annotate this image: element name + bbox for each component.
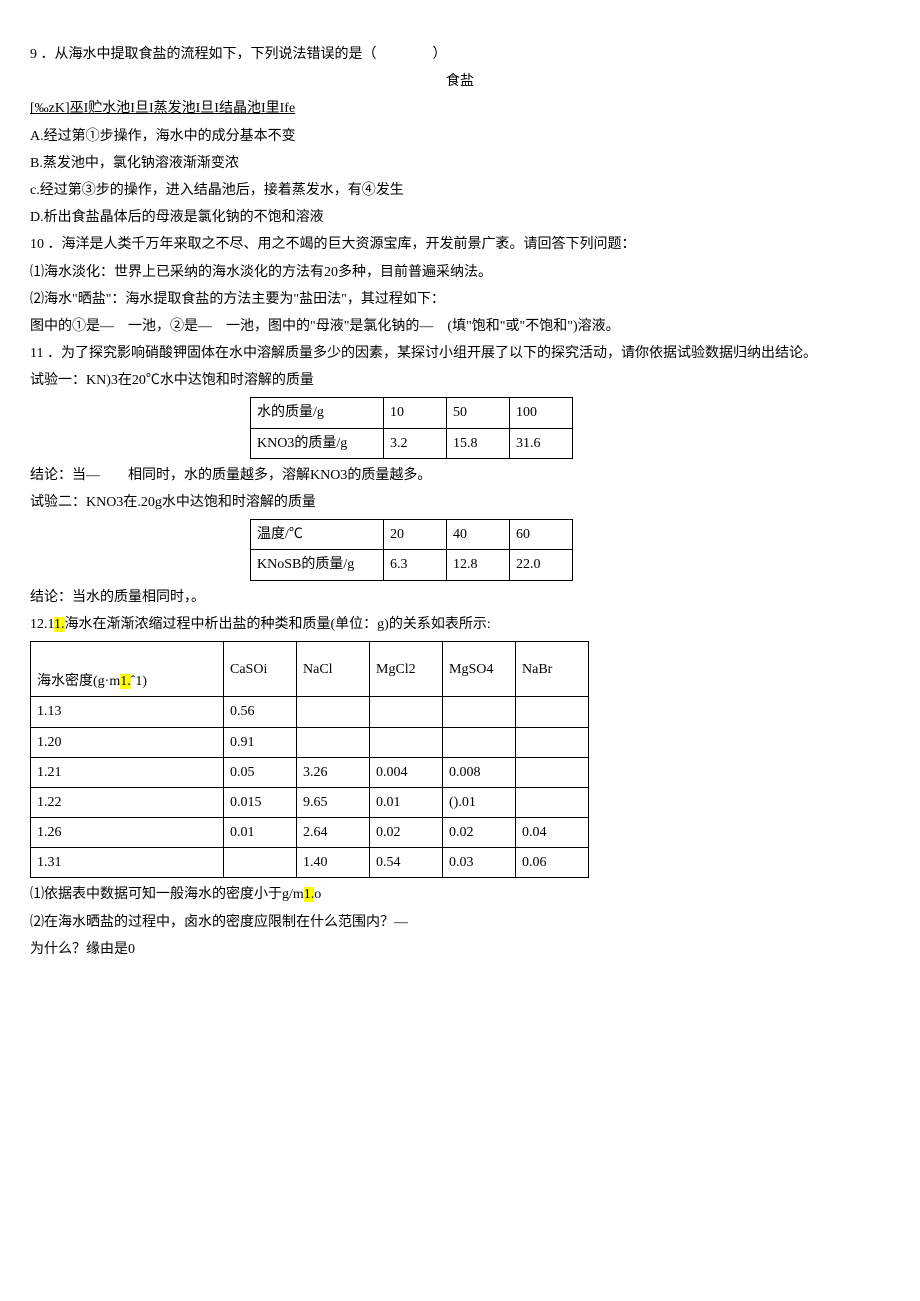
- th-mgcl2: MgCl2: [370, 641, 443, 696]
- cell: 0.91: [224, 727, 297, 757]
- th-density: 海水密度(g·m1.ˆ1): [31, 641, 224, 696]
- table-header-row: 海水密度(g·m1.ˆ1) CaSOi NaCl MgCl2 MgSO4 NaB…: [31, 641, 589, 696]
- cell: 1.21: [31, 757, 224, 787]
- t2-r2c3: 22.0: [510, 550, 573, 580]
- t2-r1c3: 60: [510, 520, 573, 550]
- q9-optA: A.经过第①步操作，海水中的成分基本不变: [30, 124, 890, 149]
- q9-flow: [‰zK]巫I贮水池I旦I蒸发池I旦I结晶池I里Ife: [30, 96, 890, 121]
- cell: 0.02: [370, 818, 443, 848]
- q11-t2-title: 试验二：KNO3在.20g水中达饱和时溶解的质量: [30, 490, 890, 515]
- cell: [443, 697, 516, 727]
- q9-stem: 9 ．从海水中提取食盐的流程如下，下列说法错误的是（ ）: [30, 42, 890, 67]
- q9-flow-text: [‰zK]巫I贮水池I旦I蒸发池I旦I结晶池I里Ife: [30, 101, 295, 116]
- cell: 0.06: [516, 848, 589, 878]
- q11-c1: 结论：当— 相同时，水的质量越多，溶解KNO3的质量越多。: [30, 463, 890, 488]
- q10-p3: 图中的①是— 一池，②是— 一池，图中的"母液"是氯化钠的— (填"饱和"或"不…: [30, 314, 890, 339]
- t2-r1c0: 温度/℃: [251, 520, 384, 550]
- cell: 0.01: [224, 818, 297, 848]
- cell: [370, 697, 443, 727]
- q11-table2: 温度/℃ 20 40 60 KNoSB的质量/g 6.3 12.8 22.0: [250, 519, 573, 580]
- cell: 0.03: [443, 848, 516, 878]
- t1-r1c1: 10: [384, 398, 447, 428]
- t1-r2c2: 15.8: [447, 428, 510, 458]
- table-row: 1.26 0.01 2.64 0.02 0.02 0.04: [31, 818, 589, 848]
- table-row: 1.22 0.015 9.65 0.01 ().01: [31, 787, 589, 817]
- q10-p2: ⑵海水"晒盐"：海水提取食盐的方法主要为"盐田法"，其过程如下：: [30, 287, 890, 312]
- cell: [224, 848, 297, 878]
- q12-stem-line: 12.11.海水在渐渐浓缩过程中析出盐的种类和质量(单位：g)的关系如表所示:: [30, 612, 890, 637]
- cell: 1.40: [297, 848, 370, 878]
- q12-p2: ⑵在海水晒盐的过程中，卤水的密度应限制在什么范围内？—: [30, 910, 890, 935]
- q11-text: ．为了探究影响硝酸钾固体在水中溶解质量多少的因素，某探讨小组开展了以下的探究活动…: [47, 346, 817, 361]
- q12-p3: 为什么？缘由是0: [30, 937, 890, 962]
- q11-table1: 水的质量/g 10 50 100 KNO3的质量/g 3.2 15.8 31.6: [250, 397, 573, 458]
- th-nabr: NaBr: [516, 641, 589, 696]
- cell: 1.13: [31, 697, 224, 727]
- t2-r2c2: 12.8: [447, 550, 510, 580]
- q9-text: ．从海水中提取食盐的流程如下，下列说法错误的是（ ）: [41, 47, 447, 62]
- cell: 1.26: [31, 818, 224, 848]
- cell: 0.05: [224, 757, 297, 787]
- q11-number: 11: [30, 346, 43, 361]
- q12-num-b: 1.: [54, 617, 64, 632]
- t1-r1c2: 50: [447, 398, 510, 428]
- t1-r1c3: 100: [510, 398, 573, 428]
- t1-r2c1: 3.2: [384, 428, 447, 458]
- q12-p1: ⑴依据表中数据可知一般海水的密度小于g/m1.o: [30, 882, 890, 907]
- cell: [516, 697, 589, 727]
- q9-optD: D.析出食盐晶体后的母液是氯化钠的不饱和溶液: [30, 205, 890, 230]
- t2-r2c1: 6.3: [384, 550, 447, 580]
- t2-r1c1: 20: [384, 520, 447, 550]
- cell: [516, 787, 589, 817]
- th-nacl: NaCl: [297, 641, 370, 696]
- t1-r1c0: 水的质量/g: [251, 398, 384, 428]
- th-caso4: CaSOi: [224, 641, 297, 696]
- cell: [297, 697, 370, 727]
- t1-r2c3: 31.6: [510, 428, 573, 458]
- q9-number: 9: [30, 47, 37, 62]
- cell: [297, 727, 370, 757]
- q11-stem: 11 ．为了探究影响硝酸钾固体在水中溶解质量多少的因素，某探讨小组开展了以下的探…: [30, 341, 890, 366]
- t1-r2c0: KNO3的质量/g: [251, 428, 384, 458]
- cell: 1.22: [31, 787, 224, 817]
- cell: 0.008: [443, 757, 516, 787]
- cell: 0.54: [370, 848, 443, 878]
- q10-text: ．海洋是人类千万年来取之不尽、用之不竭的巨大资源宝库，开发前景广袤。请回答下列问…: [48, 237, 636, 252]
- t2-r2c0: KNoSB的质量/g: [251, 550, 384, 580]
- table-row: 1.13 0.56: [31, 697, 589, 727]
- cell: 0.56: [224, 697, 297, 727]
- q12-table: 海水密度(g·m1.ˆ1) CaSOi NaCl MgCl2 MgSO4 NaB…: [30, 641, 589, 879]
- cell: 1.31: [31, 848, 224, 878]
- cell: 0.04: [516, 818, 589, 848]
- q9-sub: 食盐: [30, 69, 890, 94]
- cell: 2.64: [297, 818, 370, 848]
- table-row: 1.21 0.05 3.26 0.004 0.008: [31, 757, 589, 787]
- cell: [443, 727, 516, 757]
- t2-r1c2: 40: [447, 520, 510, 550]
- q10-stem: 10 ．海洋是人类千万年来取之不尽、用之不竭的巨大资源宝库，开发前景广袤。请回答…: [30, 232, 890, 257]
- cell: [516, 757, 589, 787]
- q10-number: 10: [30, 237, 44, 252]
- cell: [370, 727, 443, 757]
- th-mgso4: MgSO4: [443, 641, 516, 696]
- q11-c2: 结论：当水的质量相同时，。: [30, 585, 890, 610]
- cell: 0.02: [443, 818, 516, 848]
- cell: 9.65: [297, 787, 370, 817]
- cell: 1.20: [31, 727, 224, 757]
- cell: 0.015: [224, 787, 297, 817]
- q9-optB: B.蒸发池中，氯化钠溶液渐渐变浓: [30, 151, 890, 176]
- cell: [516, 727, 589, 757]
- q12-stem: 海水在渐渐浓缩过程中析出盐的种类和质量(单位：g)的关系如表所示:: [65, 617, 491, 632]
- cell: 3.26: [297, 757, 370, 787]
- cell: 0.01: [370, 787, 443, 817]
- table-row: 1.31 1.40 0.54 0.03 0.06: [31, 848, 589, 878]
- table-row: 1.20 0.91: [31, 727, 589, 757]
- q10-p1: ⑴海水淡化：世界上已采纳的海水淡化的方法有20多种，目前普遍采纳法。: [30, 260, 890, 285]
- cell: 0.004: [370, 757, 443, 787]
- q9-optC: c.经过第③步的操作，进入结晶池后，接着蒸发水，有④发生: [30, 178, 890, 203]
- cell: ().01: [443, 787, 516, 817]
- q12-num-a: 12.1: [30, 617, 54, 632]
- q11-t1-title: 试验一：KN)3在20℃水中达饱和时溶解的质量: [30, 368, 890, 393]
